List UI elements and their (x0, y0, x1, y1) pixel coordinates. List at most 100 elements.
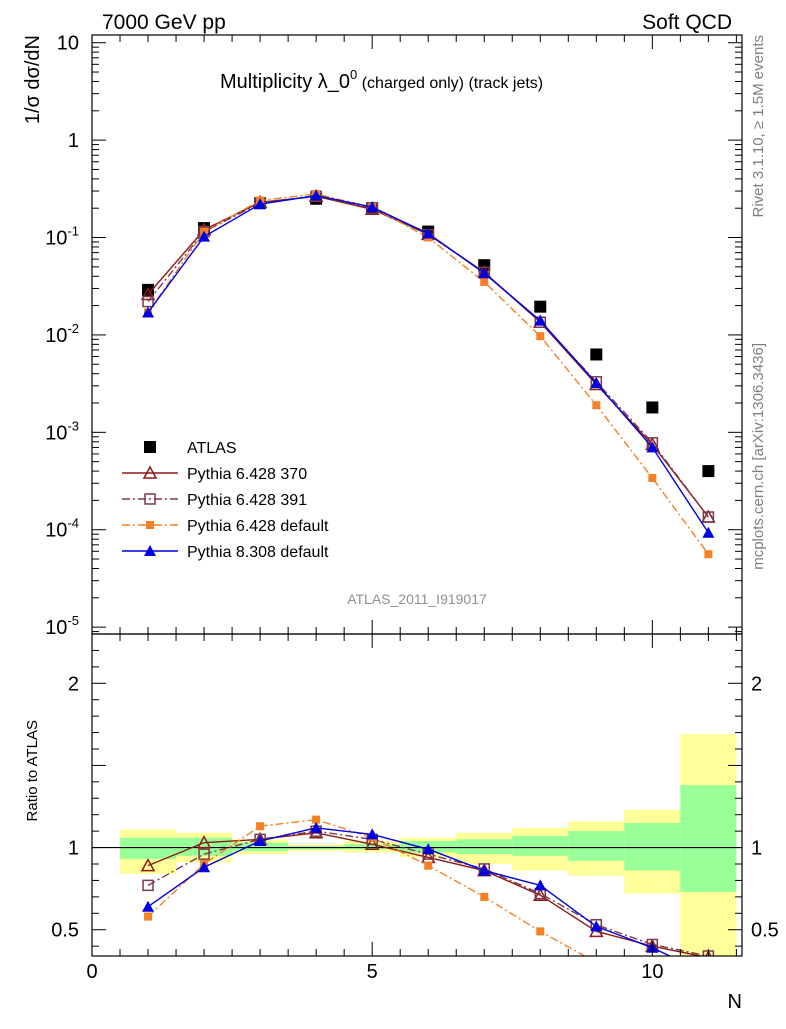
main-point-3-8 (592, 401, 601, 410)
main-point-4-10 (702, 526, 715, 538)
ratio-band-stat-4 (344, 844, 401, 850)
header-right: Soft QCD (642, 11, 732, 34)
main-y-tick-exponent: -1 (67, 224, 79, 239)
ratio-y-tick-label-left-2: 2 (68, 673, 79, 695)
header-left: 7000 GeV pp (102, 11, 226, 34)
ratio-point-2-2 (256, 822, 265, 831)
main-point-4-9 (646, 441, 659, 453)
main-y-tick-mantissa: 10 (45, 520, 67, 542)
main-y-tick-exponent: -3 (67, 418, 79, 433)
x-tick-label-1: 5 (367, 961, 378, 983)
ratio-point-2-8 (592, 959, 600, 967)
ratio-y-axis-label: Ratio to ATLAS (24, 720, 41, 821)
ratio-y-tick-label-left-1: 1 (68, 838, 79, 860)
main-point-0-10 (702, 465, 715, 478)
main-y-tick-label-5: 1 (68, 130, 79, 152)
ratio-point-2-5 (424, 861, 433, 870)
main-series-line-2 (147, 195, 709, 518)
main-point-0-9 (646, 401, 659, 414)
ratio-point-3-0 (142, 900, 155, 912)
legend-label-3: Pythia 6.428 default (187, 518, 329, 535)
legend-marker-2 (144, 493, 156, 505)
main-y-tick-label-1: 10-4 (45, 516, 79, 542)
legend-marker-3 (146, 521, 154, 529)
main-y-tick-mantissa: 10 (57, 33, 79, 55)
ratio-point-3-2 (254, 835, 267, 846)
ratio-point-3-8 (590, 920, 603, 932)
main-point-0-8 (590, 348, 603, 361)
legend-label-2: Pythia 6.428 391 (187, 492, 307, 509)
ratio-point-3-3 (310, 821, 323, 833)
main-y-tick-mantissa: 1 (68, 130, 79, 152)
ratio-point-2-6 (480, 892, 489, 901)
main-y-tick-exponent: -5 (67, 613, 79, 628)
main-y-tick-exponent: -2 (67, 321, 79, 336)
ratio-band-stat-1 (176, 837, 233, 856)
main-y-tick-mantissa: 10 (45, 422, 67, 444)
main-y-tick-label-2: 10-3 (45, 418, 79, 444)
ratio-point-2-3 (312, 815, 321, 824)
legend-label-0: ATLAS (187, 440, 237, 457)
legend-marker-1 (142, 465, 158, 479)
ratio-frame (91, 633, 743, 957)
chart-title-sub: (charged only) (track jets) (357, 75, 543, 92)
main-y-tick-mantissa: 10 (45, 228, 67, 250)
main-y-tick-mantissa: 10 (45, 325, 67, 347)
x-axis-label: N (728, 991, 742, 1013)
main-y-tick-label-0: 10-5 (45, 613, 79, 639)
chart-title-main: Multiplicity λ_0 (220, 71, 350, 93)
main-point-2-10 (702, 511, 715, 523)
ratio-point-0-0 (140, 858, 156, 872)
ratio-point-3-4 (366, 828, 379, 840)
ratio-point-3-1 (198, 861, 211, 873)
x-tick-label-0: 0 (86, 961, 97, 983)
x-tick-label-2: 10 (641, 961, 663, 983)
main-point-4-3 (310, 189, 323, 201)
ratio-band-stat-9 (624, 822, 681, 871)
ratio-band-stat-6 (456, 839, 513, 855)
main-y-tick-mantissa: 10 (45, 617, 67, 639)
ratio-point-3-7 (534, 879, 547, 891)
ratio-band-stat-10 (680, 785, 737, 892)
ratio-point-1-0 (142, 879, 154, 892)
legend-label-4: Pythia 8.308 default (187, 544, 329, 561)
main-point-4-8 (590, 377, 603, 389)
ratio-point-2-7 (536, 927, 545, 936)
legend-marker-4 (144, 545, 156, 556)
ratio-band-stat-0 (120, 837, 177, 860)
legend-label-1: Pythia 6.428 370 (187, 466, 307, 483)
ratio-point-3-10 (702, 968, 714, 979)
ratio-point-2-10 (704, 985, 712, 993)
mcplots-label: mcplots.cern.ch [arXiv:1306.3436] (750, 343, 767, 570)
main-point-4-0 (142, 306, 155, 318)
ratio-point-0-7 (533, 887, 548, 901)
ratio-y-tick-label-right-2: 2 (751, 673, 762, 695)
chart-title: Multiplicity λ_00 (charged only) (track … (220, 67, 543, 93)
main-point-4-5 (422, 227, 435, 239)
chart-title-sup: 0 (350, 67, 357, 82)
main-point-4-6 (478, 267, 491, 279)
main-point-0-7 (534, 300, 547, 313)
main-point-3-10 (704, 550, 713, 559)
ratio-band-stat-8 (568, 831, 625, 861)
ratio-point-3-5 (422, 843, 435, 855)
ratio-point-0-1 (196, 835, 212, 849)
ratio-band-stat-2 (232, 842, 289, 851)
main-point-4-4 (366, 201, 379, 213)
ratio-y-tick-label-left-0: 0.5 (51, 920, 79, 942)
main-point-3-9 (648, 473, 657, 482)
rivet-label: Rivet 3.1.10, ≥ 1.5M events (750, 35, 767, 218)
main-y-tick-label-3: 10-2 (45, 321, 79, 347)
reference-label: ATLAS_2011_I919017 (347, 591, 487, 607)
main-y-tick-exponent: -4 (67, 516, 79, 531)
ratio-point-1-1 (198, 848, 210, 860)
main-point-4-7 (534, 314, 547, 326)
ratio-point-3-6 (478, 864, 491, 876)
main-point-3-7 (536, 332, 545, 341)
main-y-axis-label: 1/σ dσ/dN (22, 35, 44, 124)
ratio-point-2-0 (144, 912, 153, 921)
main-point-4-2 (254, 198, 267, 210)
main-y-tick-label-6: 10 (57, 33, 79, 55)
ratio-band-stat-7 (512, 836, 569, 856)
